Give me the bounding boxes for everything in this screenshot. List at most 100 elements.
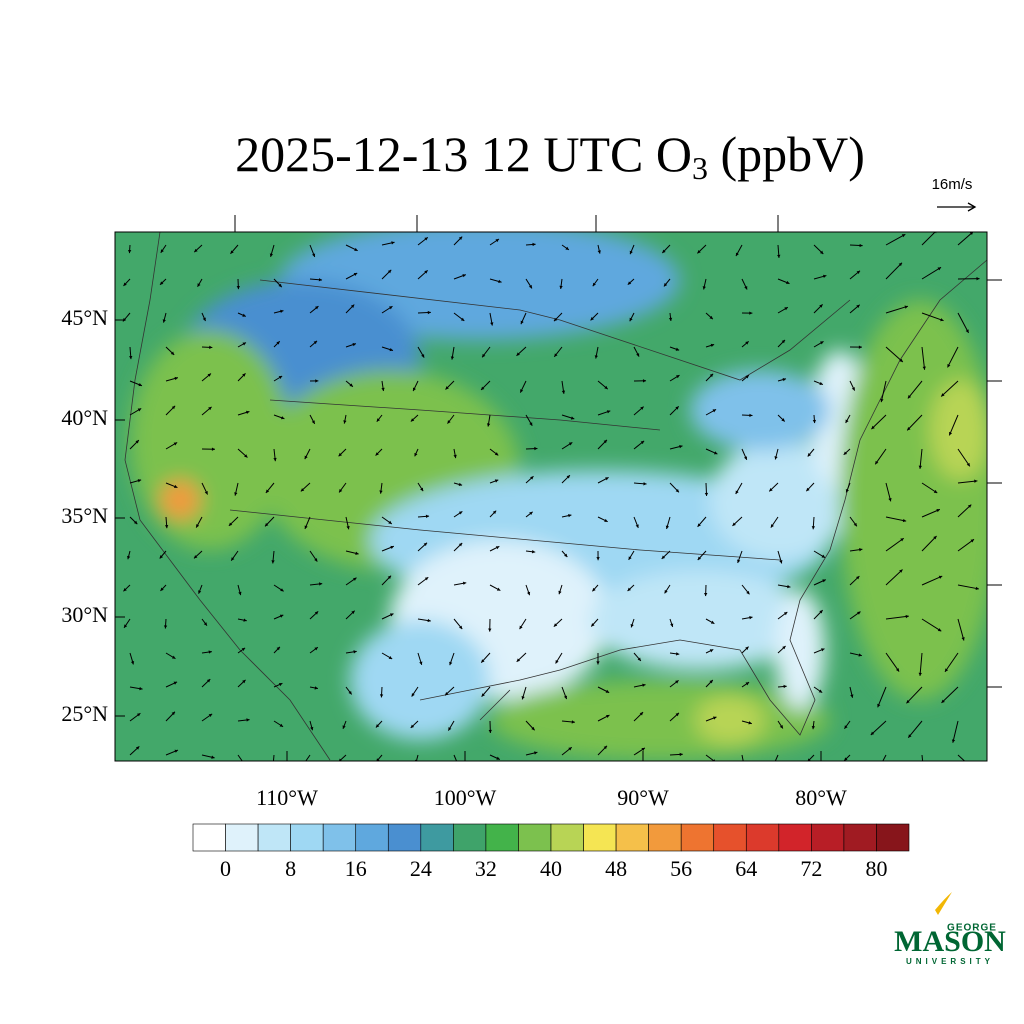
- wind-arrow: [516, 652, 527, 663]
- wind-arrow: [129, 516, 138, 525]
- wind-arrow: [921, 535, 937, 552]
- wind-arrow-head: [534, 751, 538, 755]
- wind-arrow-head: [940, 318, 944, 322]
- wind-arrow-head: [918, 465, 922, 469]
- wind-arrow: [453, 312, 465, 322]
- wind-arrow-head: [269, 253, 274, 257]
- wind-arrow: [553, 618, 563, 627]
- wind-arrow: [705, 448, 718, 455]
- wind-arrow-head: [662, 249, 666, 254]
- wind-arrow: [519, 618, 527, 630]
- wind-arrow: [597, 516, 608, 523]
- wind-arrow: [741, 720, 752, 725]
- wind-arrow-head: [781, 339, 786, 344]
- wind-arrow-head: [679, 445, 683, 449]
- colorbar-box: [680, 823, 715, 852]
- wind-arrow-head: [310, 726, 314, 731]
- wind-arrow: [165, 711, 176, 722]
- wind-arrow-head: [604, 385, 608, 390]
- wind-arrow-head: [663, 283, 668, 287]
- wind-arrow-head: [338, 452, 342, 457]
- wind-arrow: [777, 684, 787, 689]
- wind-arrow-head: [702, 286, 706, 290]
- wind-arrow: [417, 236, 429, 246]
- wind-arrow: [417, 310, 431, 315]
- wind-arrow: [705, 649, 714, 654]
- wind-arrow: [768, 482, 779, 492]
- wind-arrow-shaft: [940, 380, 959, 397]
- wind-arrow: [774, 448, 779, 460]
- wind-arrow: [597, 244, 601, 254]
- wind-arrow-head: [162, 319, 166, 323]
- wind-arrow-head: [899, 569, 903, 573]
- wind-arrow-head: [606, 410, 611, 414]
- wind-arrow-head: [628, 556, 632, 560]
- wind-arrow-head: [856, 576, 860, 580]
- wind-arrow: [453, 236, 463, 246]
- wind-arrow-head: [938, 575, 943, 579]
- wind-arrow-head: [749, 311, 753, 315]
- wind-arrow-head: [880, 398, 884, 403]
- wind-arrow: [561, 686, 568, 700]
- wind-arrow: [921, 575, 943, 586]
- wind-arrow-head: [238, 591, 242, 596]
- wind-arrow: [561, 380, 566, 394]
- wind-arrow: [450, 346, 455, 360]
- wind-arrow-head: [640, 440, 645, 445]
- wind-arrow-head: [458, 625, 463, 630]
- wind-arrow: [633, 711, 644, 722]
- wind-arrow-head: [531, 550, 536, 554]
- wind-arrow: [843, 448, 851, 456]
- wind-arrow: [705, 679, 714, 688]
- wind-arrow: [777, 550, 783, 564]
- colorbar-label: 32: [475, 856, 497, 881]
- wind-arrow-head: [596, 661, 600, 665]
- wind-arrow: [417, 482, 424, 492]
- wind-arrow-head: [424, 270, 428, 274]
- logo: GEORGE MASON UNIVERSITY: [894, 892, 1006, 966]
- wind-arrow-head: [941, 393, 945, 397]
- wind-arrow: [663, 278, 671, 287]
- wind-arrow: [882, 754, 887, 761]
- wind-arrow: [345, 550, 359, 555]
- wind-arrow-shaft: [957, 232, 974, 246]
- wind-arrow: [697, 550, 707, 561]
- wind-arrow: [453, 482, 463, 487]
- wind-arrow-head: [521, 696, 525, 700]
- wind-arrow-head: [453, 454, 457, 459]
- wind-arrow: [597, 714, 610, 722]
- wind-arrow: [417, 542, 428, 552]
- wind-arrow-head: [845, 488, 849, 493]
- wind-arrow-head: [906, 699, 910, 704]
- wind-arrow-head: [379, 490, 383, 494]
- wind-arrow: [705, 408, 717, 416]
- wind-arrow: [201, 713, 213, 722]
- wind-arrow-head: [922, 772, 925, 775]
- wind-arrow: [705, 312, 714, 320]
- wind-arrow: [813, 244, 824, 255]
- wind-arrow: [957, 448, 971, 467]
- wind-arrow-head: [709, 373, 714, 378]
- wind-arrow: [885, 262, 903, 280]
- wind-arrow-head: [961, 637, 965, 641]
- wind-arrow: [230, 550, 239, 561]
- wind-arrow-shaft: [907, 380, 923, 399]
- wind-arrow-head: [314, 686, 318, 690]
- wind-arrow: [661, 244, 671, 254]
- wind-arrow: [165, 681, 178, 688]
- wind-arrow: [159, 278, 167, 286]
- wind-arrow-head: [787, 584, 791, 589]
- wind-arrow-head: [822, 579, 826, 583]
- wind-arrow-head: [590, 316, 594, 321]
- wind-arrow: [381, 346, 394, 352]
- wind-arrow-head: [713, 716, 717, 720]
- wind-arrow-head: [160, 249, 164, 253]
- wind-arrow-head: [858, 653, 862, 657]
- wind-arrow-head: [159, 555, 163, 559]
- wind-arrow-head: [170, 351, 175, 355]
- wind-arrow: [197, 278, 203, 288]
- wind-arrow: [381, 545, 395, 552]
- wind-arrow-shaft: [907, 720, 923, 739]
- wind-arrow-head: [746, 590, 750, 595]
- wind-arrow: [849, 575, 860, 586]
